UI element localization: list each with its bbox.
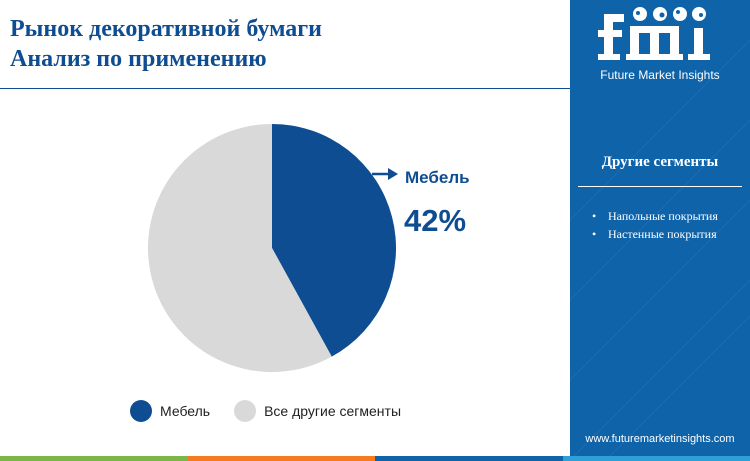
legend-label-other: Все другие сегменты: [264, 403, 402, 419]
footer-segment-green: [0, 456, 188, 461]
footer-segment-blue: [375, 456, 563, 461]
segment-item: Настенные покрытия: [592, 226, 742, 243]
footer-segment-orange: [187, 456, 375, 461]
fmi-logo-icon: [598, 7, 710, 60]
callout-label: Мебель: [405, 168, 470, 187]
segments-divider: [578, 186, 742, 187]
chart-legend: Мебель Все другие сегменты: [130, 400, 425, 422]
fmi-logo: Future Market Insights: [580, 0, 740, 88]
legend-item-other: Все другие сегменты: [234, 400, 401, 422]
logo-company-name: Future Market Insights: [600, 68, 720, 82]
title-line-1: Рынок декоративной бумаги: [10, 16, 322, 42]
title-line-2: Анализ по применению: [10, 46, 267, 72]
segment-item: Напольные покрытия: [592, 208, 742, 225]
footer-segment-lightblue: [562, 456, 750, 461]
legend-swatch-other: [234, 400, 257, 422]
pie-chart: Мебель 42%: [147, 124, 470, 372]
legend-item-furniture: Мебель: [130, 400, 210, 422]
footer-color-bar: [0, 456, 750, 461]
pie-slice-furniture: [272, 124, 396, 357]
website-url[interactable]: www.futuremarketinsights.com: [585, 433, 735, 445]
callout-arrow: [372, 168, 398, 180]
chart-title: Рынок декоративной бумаги Анализ по прим…: [10, 14, 322, 74]
other-segments-list: Напольные покрытия Настенные покрытия: [592, 208, 742, 244]
pie-slice-other: [147, 124, 332, 372]
sidebar-panel: Future Market Insights Другие сегменты Н…: [570, 0, 750, 456]
callout-percentage: 42%: [404, 203, 466, 238]
title-divider: [0, 88, 570, 89]
legend-label-furniture: Мебель: [160, 403, 211, 419]
other-segments-title: Другие сегменты: [601, 154, 719, 170]
legend-swatch-furniture: [130, 400, 152, 422]
